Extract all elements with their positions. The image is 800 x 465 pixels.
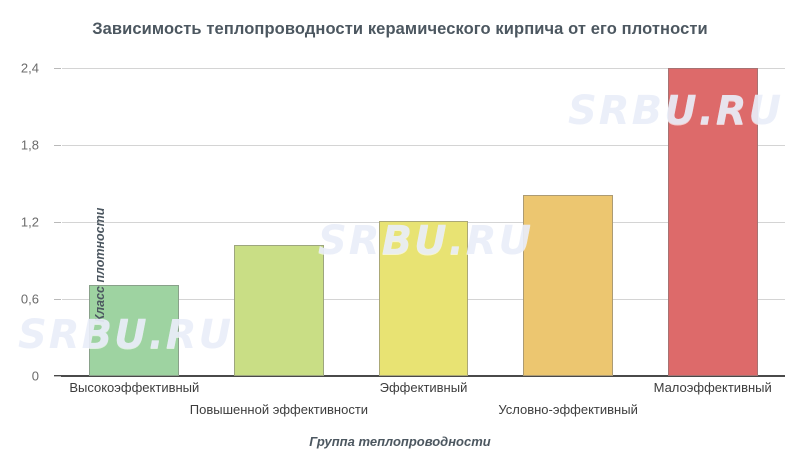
x-axis-category-label: Высокоэффективный	[69, 380, 200, 395]
y-axis-tick-mark	[54, 145, 61, 146]
bar[interactable]	[234, 245, 324, 376]
x-axis-category-label: Малоэффективный	[653, 380, 772, 395]
gridline	[62, 68, 785, 69]
y-axis-tick-label: 1,2	[20, 214, 39, 230]
x-axis-category-label: Повышенной эффективности	[189, 402, 369, 417]
y-axis-tick-mark	[54, 68, 61, 69]
y-axis-title: Класс плотности	[93, 207, 107, 323]
gridline	[62, 145, 785, 146]
bar[interactable]	[667, 68, 758, 376]
bars-layer	[62, 68, 785, 376]
x-axis-category-labels: Высокоэффективный Повышенной эффективност…	[62, 378, 785, 428]
y-axis-tick-label: 0	[31, 368, 39, 384]
x-axis-category-label: Эффективный	[379, 380, 468, 395]
bar[interactable]	[378, 220, 469, 376]
y-axis-tick-label: 2,4	[20, 60, 39, 76]
y-axis-tick-label: 1,8	[20, 137, 39, 153]
y-axis-tick-mark	[54, 299, 61, 300]
plot-area: 0 0,6 1,2 1,8 2,4 Класс плотности	[21, 61, 785, 384]
chart-title: Зависимость теплопроводности керамическо…	[92, 20, 708, 38]
bar[interactable]	[523, 195, 613, 376]
x-axis-category-label: Условно-эффективный	[498, 402, 638, 417]
y-axis-tick-mark	[54, 222, 61, 223]
bar[interactable]	[89, 284, 180, 376]
x-axis-line	[54, 375, 785, 377]
y-axis-tick-label: 0,6	[20, 291, 39, 307]
x-axis-title: Группа теплопроводности	[309, 434, 491, 449]
y-axis-tick-mark	[54, 376, 61, 377]
